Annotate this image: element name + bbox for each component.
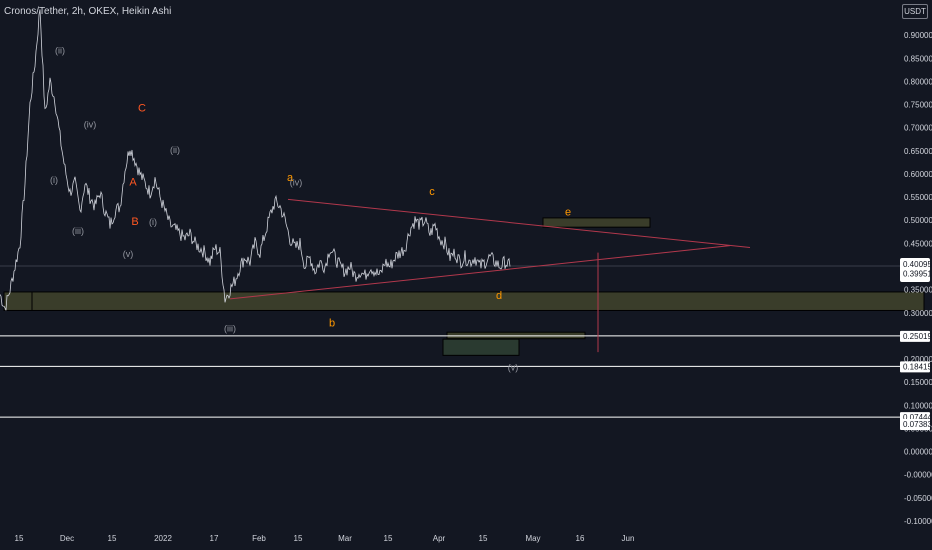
x-tick-label: 15 bbox=[108, 534, 117, 543]
currency-badge[interactable]: USDT bbox=[902, 4, 928, 19]
wave-label-13: b bbox=[329, 318, 335, 330]
triangle-lower-line bbox=[229, 245, 731, 300]
y-tick-label: 0.60000 bbox=[904, 170, 932, 179]
wave-label-8: (ii) bbox=[170, 145, 180, 155]
chart-title: Cronos/Tether, 2h, OKEX, Heikin Ashi bbox=[4, 6, 172, 17]
wave-label-17: (v) bbox=[508, 363, 519, 373]
price-tag-1: 0.39951 bbox=[903, 269, 932, 278]
y-tick-label: 0.00000 bbox=[904, 448, 932, 457]
price-tags: 0.4009550:000.399510.250190.184150.07444… bbox=[900, 258, 932, 431]
price-line bbox=[0, 9, 511, 311]
wave-label-7: B bbox=[131, 216, 138, 228]
wave-label-10: (iii) bbox=[224, 323, 236, 333]
wave-label-1: (iv) bbox=[84, 120, 97, 130]
x-tick-label: Apr bbox=[433, 534, 446, 543]
y-tick-label: -0.05000 bbox=[904, 494, 932, 503]
x-tick-label: Jun bbox=[622, 534, 635, 543]
x-tick-label: May bbox=[525, 534, 540, 543]
y-tick-label: 0.70000 bbox=[904, 124, 932, 133]
triangle-pattern bbox=[229, 198, 751, 353]
y-tick-label: -0.00000 bbox=[904, 471, 932, 480]
zone-e-target bbox=[542, 217, 651, 228]
price-tag-bg-1 bbox=[900, 268, 930, 280]
y-tick-label: 0.50000 bbox=[904, 216, 932, 225]
y-tick-label: 0.80000 bbox=[904, 77, 932, 86]
wave-label-16: e bbox=[565, 207, 571, 219]
x-tick-label: Feb bbox=[252, 534, 266, 543]
y-tick-label: 0.20000 bbox=[904, 355, 932, 364]
triangle-upper-line bbox=[287, 198, 751, 249]
y-tick-label: 0.45000 bbox=[904, 239, 932, 248]
y-tick-label: 0.65000 bbox=[904, 147, 932, 156]
x-tick-label: 15 bbox=[384, 534, 393, 543]
price-tag-4: 0.07444 bbox=[903, 413, 932, 422]
y-tick-label: -0.10000 bbox=[904, 517, 932, 526]
wave-label-6: A bbox=[129, 177, 137, 189]
x-tick-label: 15 bbox=[15, 534, 24, 543]
wave-labels: (ii)(iv)(i)(iii)(v)CAB(ii)(i)(iii)a(iv)b… bbox=[50, 46, 571, 373]
zone-lower-2 bbox=[442, 338, 520, 356]
wave-label-12: (iv) bbox=[290, 178, 303, 188]
y-tick-label: 0.75000 bbox=[904, 101, 932, 110]
x-tick-label: 2022 bbox=[154, 534, 172, 543]
y-tick-label: 0.85000 bbox=[904, 54, 932, 63]
price-series bbox=[0, 9, 511, 311]
y-tick-label: 0.90000 bbox=[904, 31, 932, 40]
y-tick-label: 0.15000 bbox=[904, 378, 932, 387]
price-tag-2: 0.25019 bbox=[903, 332, 932, 341]
x-axis[interactable]: 15 Dec 15 2022 17 Feb 15 Mar 15 Apr 15 May 16 Jun bbox=[15, 534, 635, 543]
wave-label-0: (ii) bbox=[55, 46, 65, 56]
y-tick-label: 0.55000 bbox=[904, 193, 932, 202]
wave-label-15: d bbox=[496, 290, 502, 302]
horizontal-levels bbox=[0, 265, 900, 418]
y-tick-label: 0.10000 bbox=[904, 401, 932, 410]
wave-label-2: (i) bbox=[50, 175, 58, 185]
support-zone-main bbox=[3, 291, 925, 311]
x-tick-label: 15 bbox=[294, 534, 303, 543]
wave-label-4: (v) bbox=[123, 249, 134, 259]
support-zones bbox=[3, 217, 925, 356]
y-tick-label: 0.30000 bbox=[904, 309, 932, 318]
wave-label-3: (iii) bbox=[72, 226, 84, 236]
x-tick-label: Dec bbox=[60, 534, 74, 543]
wave-label-5: C bbox=[138, 102, 146, 114]
x-tick-label: 16 bbox=[576, 534, 585, 543]
price-tag-5: 0.07383 bbox=[903, 420, 932, 429]
price-tag-3: 0.18415 bbox=[903, 362, 932, 371]
x-tick-label: Mar bbox=[338, 534, 352, 543]
current-price-tag: 0.40095 bbox=[903, 260, 932, 269]
x-tick-label: 17 bbox=[210, 534, 219, 543]
wave-label-11: a bbox=[287, 172, 294, 184]
price-tag-bg-5 bbox=[900, 419, 930, 431]
price-tag-bg-2 bbox=[900, 330, 930, 342]
wave-label-14: c bbox=[429, 186, 435, 198]
x-tick-label: 15 bbox=[479, 534, 488, 543]
y-tick-label: 0.35000 bbox=[904, 286, 932, 295]
wave-label-9: (i) bbox=[149, 217, 157, 227]
price-tag-bg-3 bbox=[900, 361, 930, 373]
